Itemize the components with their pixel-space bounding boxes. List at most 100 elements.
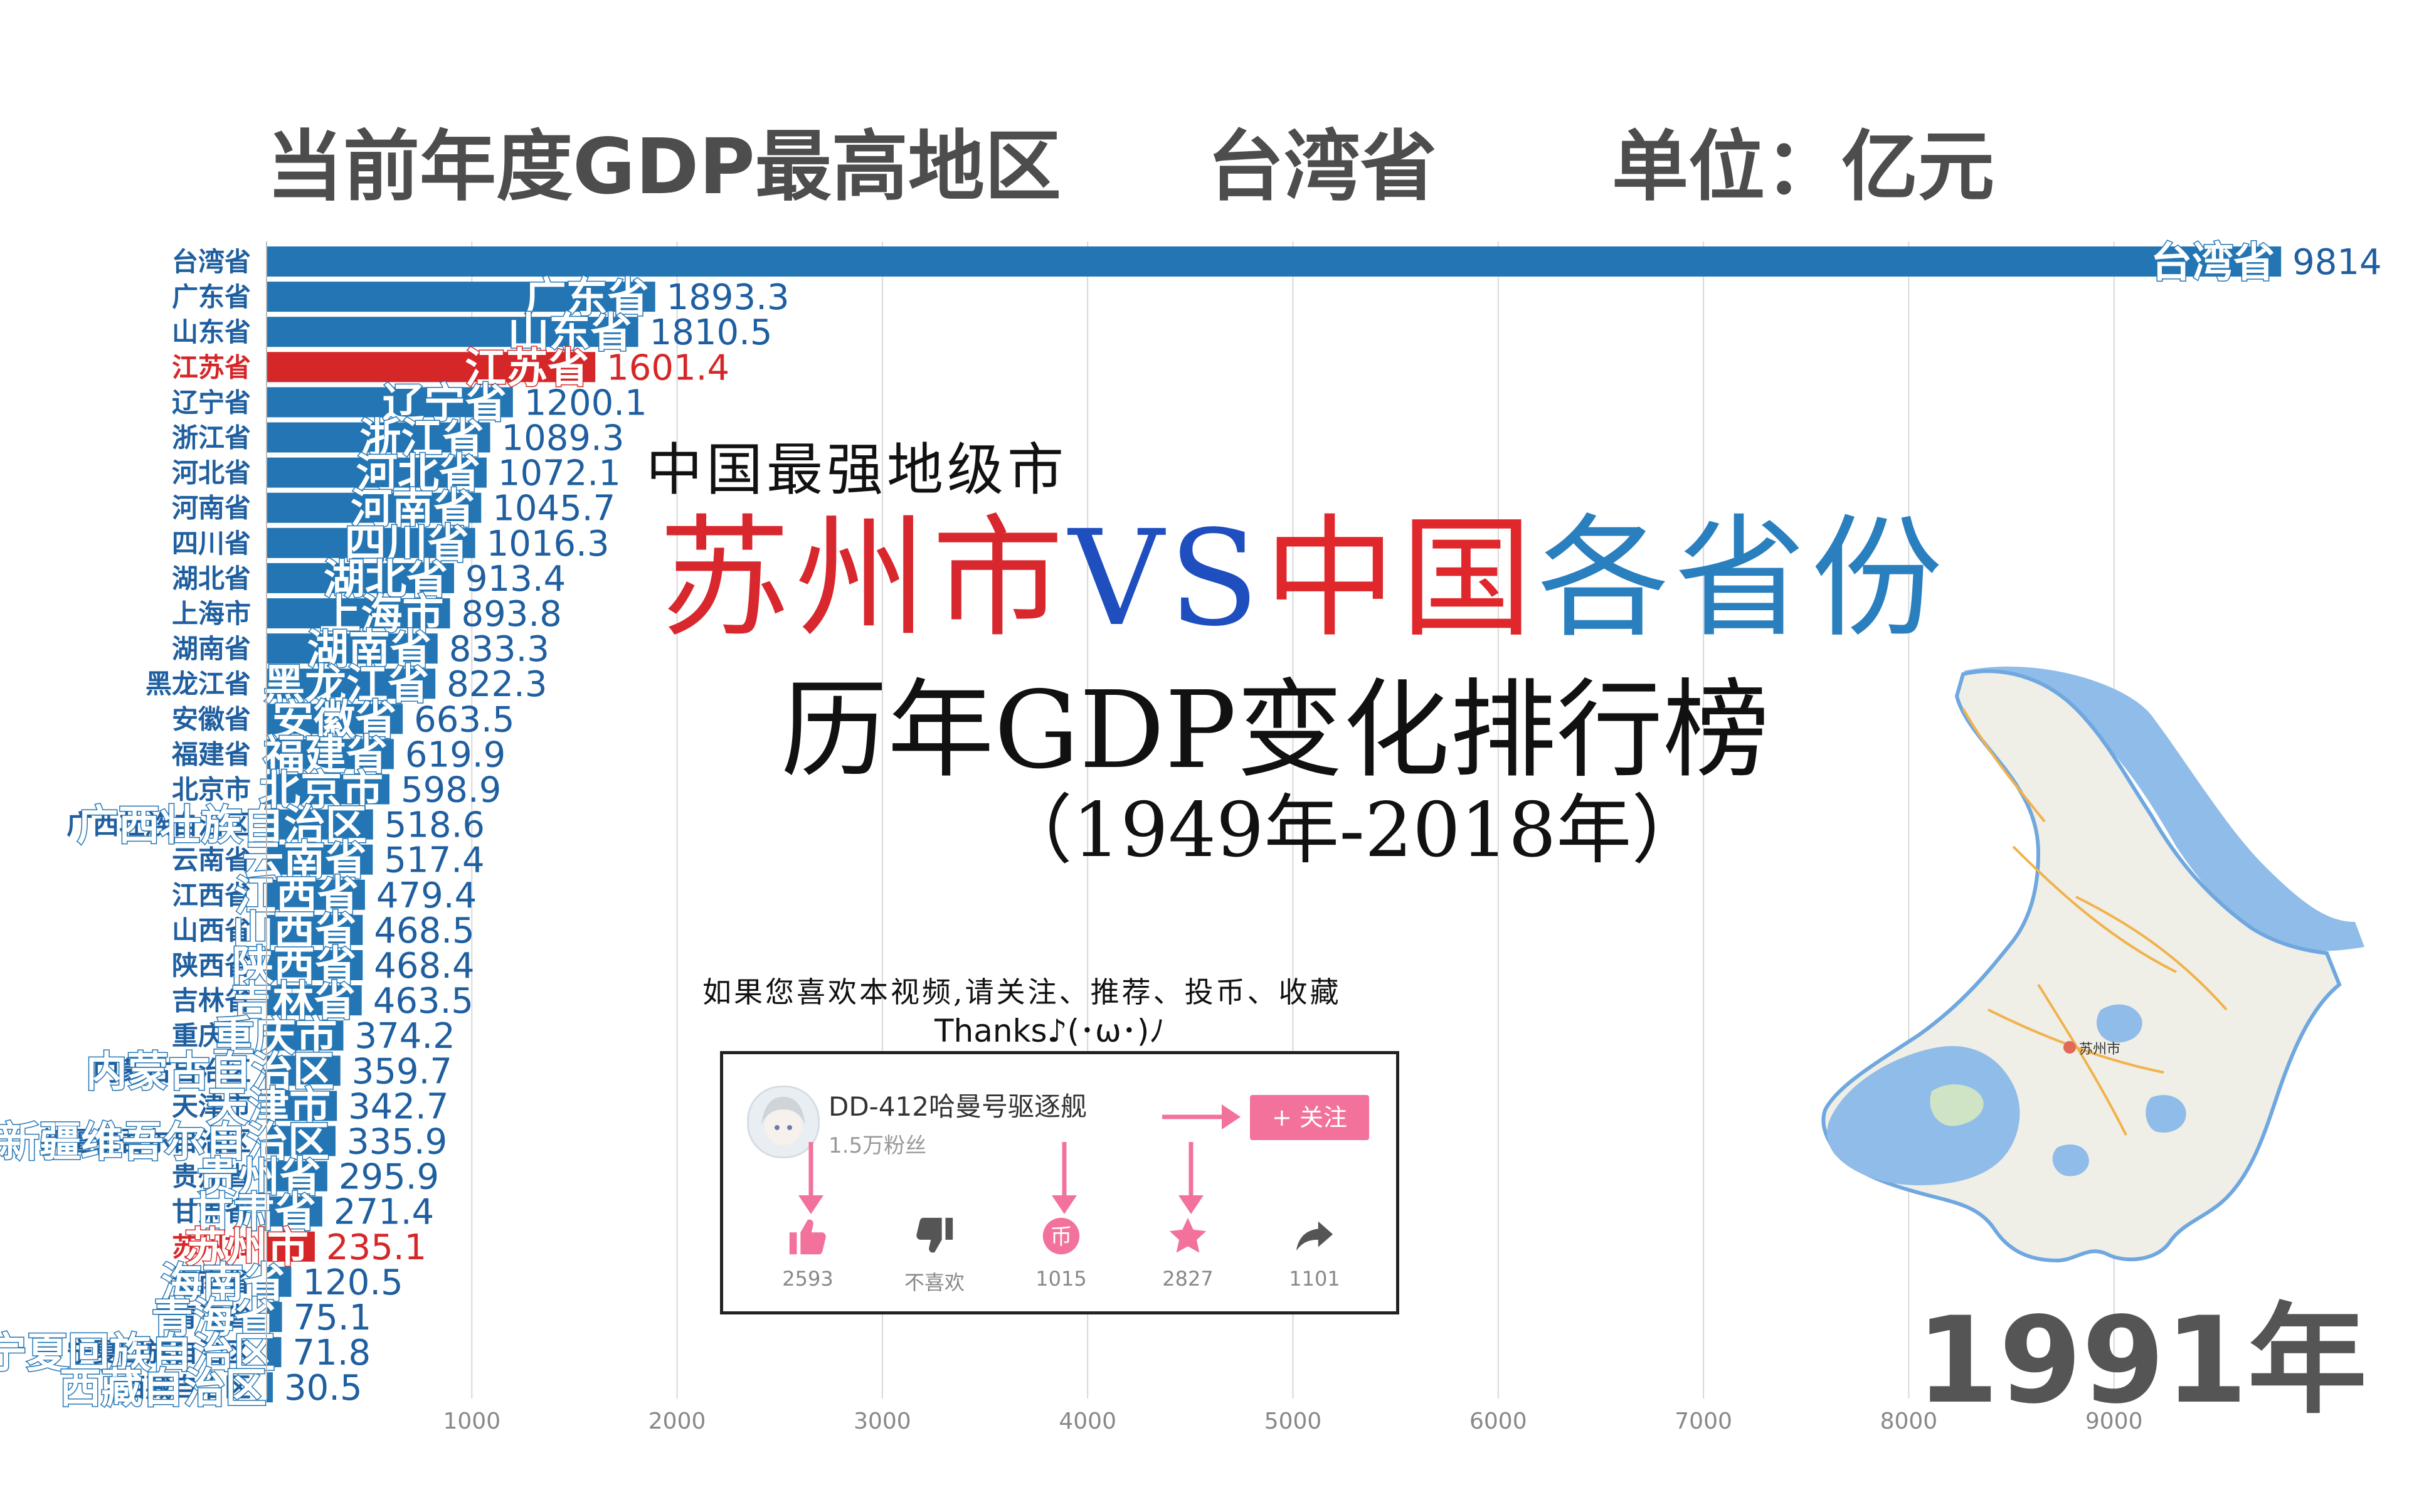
bar-name-label: 河南省 bbox=[351, 485, 475, 533]
category-label: 北京市 bbox=[172, 775, 251, 805]
avatar[interactable] bbox=[747, 1086, 820, 1158]
bar bbox=[267, 1196, 322, 1227]
category-label: 湖北省 bbox=[172, 563, 251, 594]
category-label: 江苏省 bbox=[172, 352, 251, 383]
value-label: 619.9 bbox=[405, 734, 506, 775]
value-label: 295.9 bbox=[339, 1157, 439, 1198]
bar-name-label: 北京市 bbox=[259, 766, 383, 815]
bar-name-label: 台湾省 bbox=[2151, 238, 2275, 287]
category-label: 台湾省 bbox=[172, 246, 251, 277]
bar bbox=[267, 879, 365, 910]
value-label: 9814 bbox=[2292, 242, 2382, 283]
category-label: 湖南省 bbox=[172, 633, 251, 664]
favorite-button[interactable]: 2827 bbox=[1138, 1214, 1238, 1291]
category-label: 广东省 bbox=[172, 282, 251, 312]
value-label: 1893.3 bbox=[667, 277, 790, 318]
share-icon bbox=[1296, 1221, 1333, 1251]
coin-icon: 币 bbox=[1042, 1217, 1080, 1255]
bar bbox=[267, 1302, 282, 1332]
x-tick-label: 8000 bbox=[1880, 1409, 1938, 1434]
bar-name-label: 湖北省 bbox=[324, 555, 448, 603]
uploader-name[interactable]: DD-412哈曼号驱逐舰 bbox=[828, 1091, 1088, 1122]
suzhou-map: 苏州市 bbox=[1821, 666, 2364, 1263]
category-label: 安徽省 bbox=[172, 704, 251, 734]
bar-name-label: 福建省 bbox=[263, 731, 388, 779]
x-tick-label: 4000 bbox=[1059, 1409, 1116, 1434]
top-region-label: 当前年度GDP最高地区 bbox=[267, 122, 1061, 211]
fan-count: 1.5万粉丝 bbox=[828, 1133, 927, 1158]
value-label: 1072.1 bbox=[498, 453, 621, 494]
bar-name-label: 天津市 bbox=[206, 1082, 331, 1131]
taihu-lake bbox=[1827, 1046, 2020, 1185]
map-city-label: 苏州市 bbox=[2079, 1042, 2120, 1057]
x-tick-label: 5000 bbox=[1264, 1409, 1322, 1434]
category-label: 陕西省 bbox=[172, 950, 251, 981]
bar bbox=[267, 1126, 336, 1156]
bar-name-label: 广西壮族自治区 bbox=[77, 801, 367, 850]
thumbs-down-icon bbox=[916, 1217, 953, 1253]
top-region-name: 台湾省 bbox=[1207, 122, 1437, 211]
bar-name-label: 山西省 bbox=[232, 907, 356, 955]
bar-name-label: 西藏自治区 bbox=[60, 1364, 267, 1412]
title-suzhou: 苏州市 bbox=[659, 502, 1069, 655]
bar-name-label: 山东省 bbox=[508, 309, 632, 357]
bar bbox=[267, 1266, 292, 1297]
category-label: 宁夏回族自治区 bbox=[66, 1337, 251, 1368]
category-label: 黑龙江省 bbox=[146, 669, 251, 699]
bar-name-label: 陕西省 bbox=[232, 942, 356, 990]
yangtze-river bbox=[1963, 666, 2364, 951]
category-label: 内蒙古自治区 bbox=[93, 1055, 251, 1086]
category-label: 西藏自治区 bbox=[119, 1372, 251, 1403]
follow-button[interactable]: + 关注 bbox=[1250, 1095, 1369, 1140]
category-label: 青海省 bbox=[172, 1302, 251, 1333]
value-label: 342.7 bbox=[348, 1086, 448, 1127]
value-label: 822.3 bbox=[447, 664, 547, 705]
share-button[interactable]: 1101 bbox=[1264, 1214, 1365, 1291]
coin-button[interactable]: 币 1015 bbox=[1011, 1214, 1111, 1291]
bar bbox=[267, 387, 513, 418]
bar-name-label: 江西省 bbox=[235, 872, 359, 920]
title-provinces: 各省份 bbox=[1537, 502, 1948, 655]
bar bbox=[267, 352, 596, 383]
arrow-down-icon bbox=[1052, 1142, 1077, 1214]
bar bbox=[267, 598, 450, 628]
like-button[interactable]: 2593 bbox=[758, 1214, 858, 1291]
category-label: 贵州省 bbox=[172, 1161, 251, 1192]
bar bbox=[267, 774, 390, 805]
arrow-right-icon bbox=[1162, 1104, 1241, 1129]
bar-name-label: 湖南省 bbox=[307, 625, 431, 674]
bar bbox=[267, 422, 490, 453]
thanks-text: Thanks♪(･ω･)ﾉ bbox=[934, 1013, 1165, 1049]
bar-name-label: 江苏省 bbox=[465, 344, 589, 392]
value-label: 359.7 bbox=[352, 1051, 452, 1092]
value-label: 1089.3 bbox=[502, 418, 625, 459]
bar bbox=[267, 809, 373, 840]
bar bbox=[267, 1161, 327, 1192]
dislike-button[interactable]: 不喜欢 bbox=[884, 1214, 985, 1296]
overlay-subtitle-line1: 中国最强地级市 bbox=[646, 437, 1067, 503]
value-label: 468.4 bbox=[374, 946, 474, 986]
bar bbox=[267, 457, 487, 488]
value-label: 335.9 bbox=[347, 1122, 447, 1163]
year-label: 1991年 bbox=[1916, 1291, 2367, 1430]
bar-name-label: 安徽省 bbox=[272, 695, 396, 744]
value-label: 235.1 bbox=[326, 1227, 426, 1268]
category-label: 重庆市 bbox=[172, 1020, 251, 1051]
value-label: 71.8 bbox=[293, 1333, 371, 1373]
bar-name-label: 海南省 bbox=[161, 1259, 285, 1307]
x-tick-label: 3000 bbox=[854, 1409, 911, 1434]
value-label: 517.4 bbox=[384, 840, 484, 881]
overlay-title: 苏州市VS中国各省份 bbox=[659, 513, 1948, 645]
value-label: 479.4 bbox=[376, 875, 477, 916]
title-china: 中国 bbox=[1264, 502, 1538, 655]
category-label: 苏州市 bbox=[172, 1232, 251, 1262]
bar bbox=[267, 492, 482, 523]
value-label: 1601.4 bbox=[606, 347, 729, 388]
bar bbox=[267, 704, 403, 734]
bar-name-label: 青海省 bbox=[152, 1294, 276, 1342]
value-label: 1200.1 bbox=[524, 383, 647, 423]
support-request-text: 如果您喜欢本视频,请关注、推荐、投币、收藏 bbox=[702, 975, 1342, 1009]
bar-name-label: 重庆市 bbox=[213, 1012, 337, 1060]
bar-name-label: 宁夏回族自治区 bbox=[0, 1329, 275, 1377]
